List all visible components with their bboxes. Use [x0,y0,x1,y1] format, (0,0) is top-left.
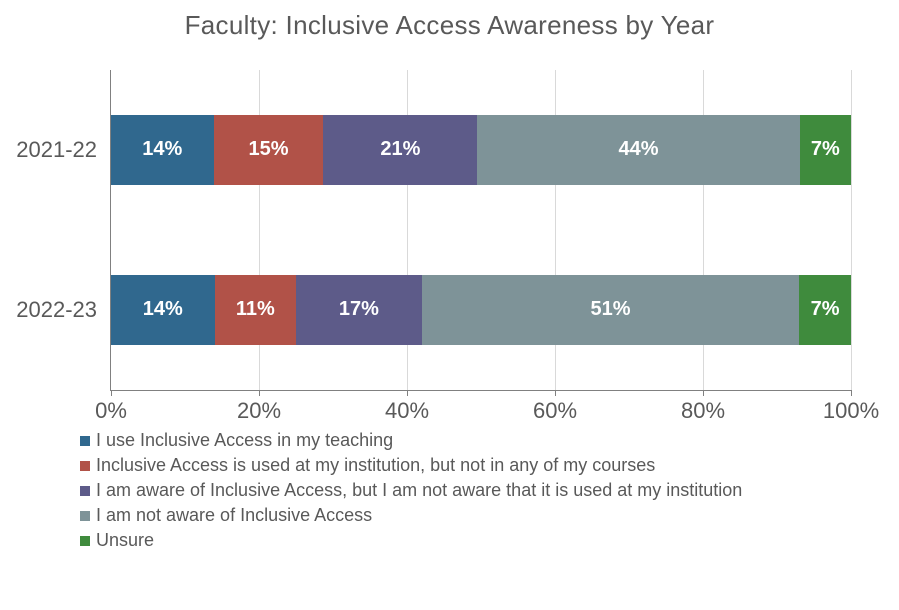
legend-label: I am not aware of Inclusive Access [96,505,372,526]
bar-segment: 17% [296,275,422,345]
y-category-label: 2021-22 [16,137,97,163]
bar-segment-label: 14% [143,298,183,321]
x-tick-label: 40% [385,398,429,424]
bar-segment-label: 11% [236,298,275,321]
legend-label: Unsure [96,530,154,551]
legend-item: Inclusive Access is used at my instituti… [80,455,742,476]
bar-segment: 15% [214,115,324,185]
plot-area: 0%20%40%60%80%100%2021-2214%15%21%44%7%2… [110,70,851,391]
legend: I use Inclusive Access in my teaching Inc… [80,430,742,555]
legend-item: I use Inclusive Access in my teaching [80,430,742,451]
x-tick-mark [703,390,704,396]
bar-segment: 7% [799,275,851,345]
bar-segment: 44% [477,115,799,185]
x-tick-label: 60% [533,398,577,424]
legend-label: I am aware of Inclusive Access, but I am… [96,480,742,501]
legend-swatch [80,436,90,446]
bar-segment-label: 17% [339,298,379,321]
legend-swatch [80,511,90,521]
x-tick-label: 100% [823,398,879,424]
y-category-label: 2022-23 [16,297,97,323]
bar-segment-label: 7% [811,138,840,161]
legend-swatch [80,536,90,546]
bar-segment: 21% [323,115,477,185]
x-tick-label: 0% [95,398,127,424]
bar-segment: 11% [215,275,296,345]
x-tick-mark [259,390,260,396]
bar-segment-label: 51% [590,298,630,321]
bar-segment: 7% [800,115,851,185]
x-gridline [851,70,852,390]
x-tick-mark [407,390,408,396]
bar-segment-label: 14% [142,138,182,161]
bar-segment-label: 44% [618,138,658,161]
x-tick-mark [851,390,852,396]
chart-title: Faculty: Inclusive Access Awareness by Y… [0,10,899,41]
x-tick-mark [111,390,112,396]
legend-item: Unsure [80,530,742,551]
legend-label: Inclusive Access is used at my instituti… [96,455,655,476]
chart-container: Faculty: Inclusive Access Awareness by Y… [0,0,899,610]
bar-row: 14% 15% 21% 44% 7% [111,115,851,185]
x-tick-label: 20% [237,398,281,424]
bar-segment: 14% [111,275,215,345]
bar-segment: 14% [111,115,214,185]
bar-row: 14% 11% 17% 51% 7% [111,275,851,345]
bar-segment-label: 15% [248,138,288,161]
bar-segment: 51% [422,275,799,345]
legend-item: I am aware of Inclusive Access, but I am… [80,480,742,501]
legend-item: I am not aware of Inclusive Access [80,505,742,526]
x-tick-label: 80% [681,398,725,424]
bar-segment-label: 7% [811,298,840,321]
legend-label: I use Inclusive Access in my teaching [96,430,393,451]
bar-segment-label: 21% [380,138,420,161]
x-tick-mark [555,390,556,396]
legend-swatch [80,486,90,496]
legend-swatch [80,461,90,471]
